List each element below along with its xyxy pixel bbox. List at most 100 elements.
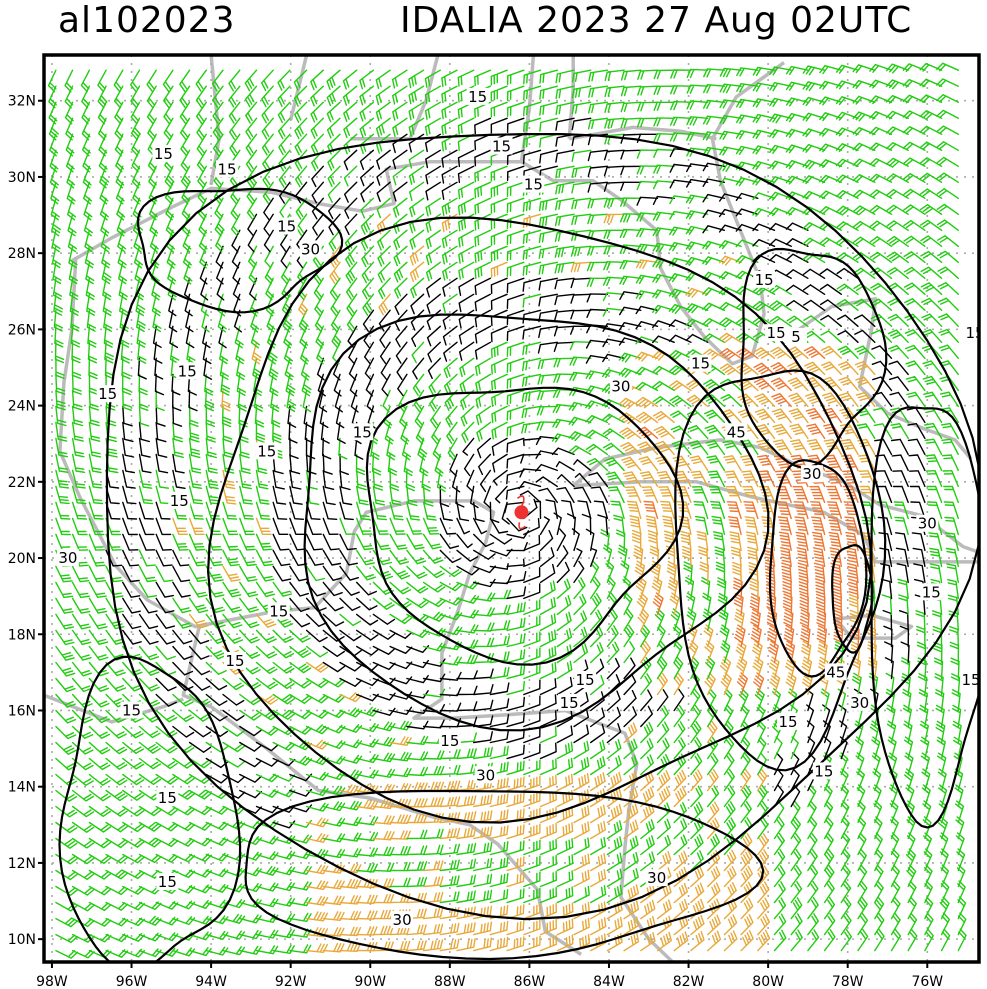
wind-barb <box>155 469 170 489</box>
wind-barb <box>55 389 66 411</box>
wind-barb <box>852 158 876 168</box>
wind-barb <box>736 362 759 376</box>
wind-barb <box>188 821 212 831</box>
wind-barb <box>205 899 229 909</box>
wind-barb <box>891 454 909 472</box>
wind-barb <box>305 501 321 520</box>
wind-barb <box>305 565 326 582</box>
wind-barb <box>71 837 95 849</box>
wind-barb <box>422 797 445 808</box>
wind-barb <box>458 309 475 329</box>
wind-barb <box>179 69 191 92</box>
wind-barb <box>220 373 231 396</box>
wind-barb <box>155 821 179 832</box>
wind-barb <box>456 874 476 888</box>
wind-barb <box>334 389 343 413</box>
wind-barb <box>346 309 358 333</box>
wind-barb <box>138 629 159 645</box>
wind-barb <box>685 287 709 298</box>
wind-barb <box>723 455 742 472</box>
contour-label-background <box>120 701 143 719</box>
wind-barb <box>819 190 842 200</box>
wind-barb <box>97 85 108 109</box>
wind-barb <box>690 834 704 856</box>
wind-barb <box>88 357 98 380</box>
wind-barb <box>261 69 274 92</box>
wind-barb <box>105 885 129 896</box>
wind-barb <box>955 816 965 840</box>
wind-barb <box>556 773 574 792</box>
wind-barb <box>456 922 476 936</box>
wind-barb <box>489 841 509 856</box>
contour-label-background <box>784 328 807 346</box>
wind-barb <box>686 100 709 110</box>
contour-label: 15 <box>524 176 543 194</box>
wind-barb <box>239 613 260 629</box>
wind-barb <box>284 357 294 381</box>
wind-barb <box>555 181 575 195</box>
wind-barb <box>506 792 525 808</box>
wind-barb <box>422 765 445 776</box>
wind-barb <box>345 261 358 284</box>
wind-barb <box>378 277 391 300</box>
wind-barb <box>255 501 271 520</box>
wind-barb <box>590 707 605 728</box>
wind-barb <box>905 360 926 376</box>
wind-barb <box>610 500 625 520</box>
wind-barb <box>188 405 199 427</box>
wind-barb <box>506 293 525 309</box>
wind-barb <box>921 329 943 343</box>
wind-barb <box>906 407 926 424</box>
wind-barb <box>573 837 590 856</box>
wind-barb <box>623 641 636 664</box>
wind-barb <box>280 261 291 285</box>
wind-barb <box>71 389 83 411</box>
wind-barb <box>539 645 557 664</box>
wind-barb <box>919 704 929 728</box>
wind-barb <box>457 69 475 87</box>
wind-barb <box>902 688 912 712</box>
wind-barb <box>690 688 701 712</box>
lat-tick-label: 30N <box>8 170 36 186</box>
wind-barb <box>806 423 826 440</box>
wind-barb <box>408 149 425 169</box>
wind-barb <box>71 677 93 693</box>
wind-barb <box>857 848 867 872</box>
wind-barb <box>489 825 509 840</box>
wind-barb <box>869 63 893 73</box>
wind-barb <box>491 373 508 391</box>
contour-label: 30 <box>301 240 320 258</box>
wind-barb <box>71 741 94 755</box>
isotach-contour <box>870 406 979 829</box>
wind-barb <box>555 149 575 163</box>
wind-barb <box>356 485 369 506</box>
wind-barb <box>422 688 446 698</box>
wind-barb <box>754 393 776 408</box>
wind-barb <box>473 533 495 548</box>
wind-barb <box>570 309 592 320</box>
wind-barb <box>848 594 859 616</box>
wind-barb <box>825 470 842 488</box>
wind-barb <box>48 101 58 125</box>
wind-barb <box>588 69 609 82</box>
wind-barb <box>719 656 732 680</box>
wind-barb <box>568 416 592 426</box>
wind-barb <box>905 344 926 359</box>
wind-barb <box>492 469 508 486</box>
wind-barb <box>376 165 391 186</box>
wind-barb <box>574 472 592 488</box>
wind-barb <box>554 293 575 306</box>
wind-barb <box>172 613 192 629</box>
wind-barb <box>752 285 776 296</box>
wind-barb <box>473 810 493 824</box>
wind-barb <box>588 101 609 114</box>
wind-barb <box>473 517 488 535</box>
wind-barb <box>356 581 377 596</box>
wind-barb <box>707 866 721 888</box>
wind-barb <box>339 485 353 506</box>
wind-barb <box>55 629 75 646</box>
wind-barb <box>840 929 852 952</box>
wind-barb <box>556 902 574 920</box>
wind-barb <box>372 768 396 778</box>
wind-barb <box>155 581 174 598</box>
